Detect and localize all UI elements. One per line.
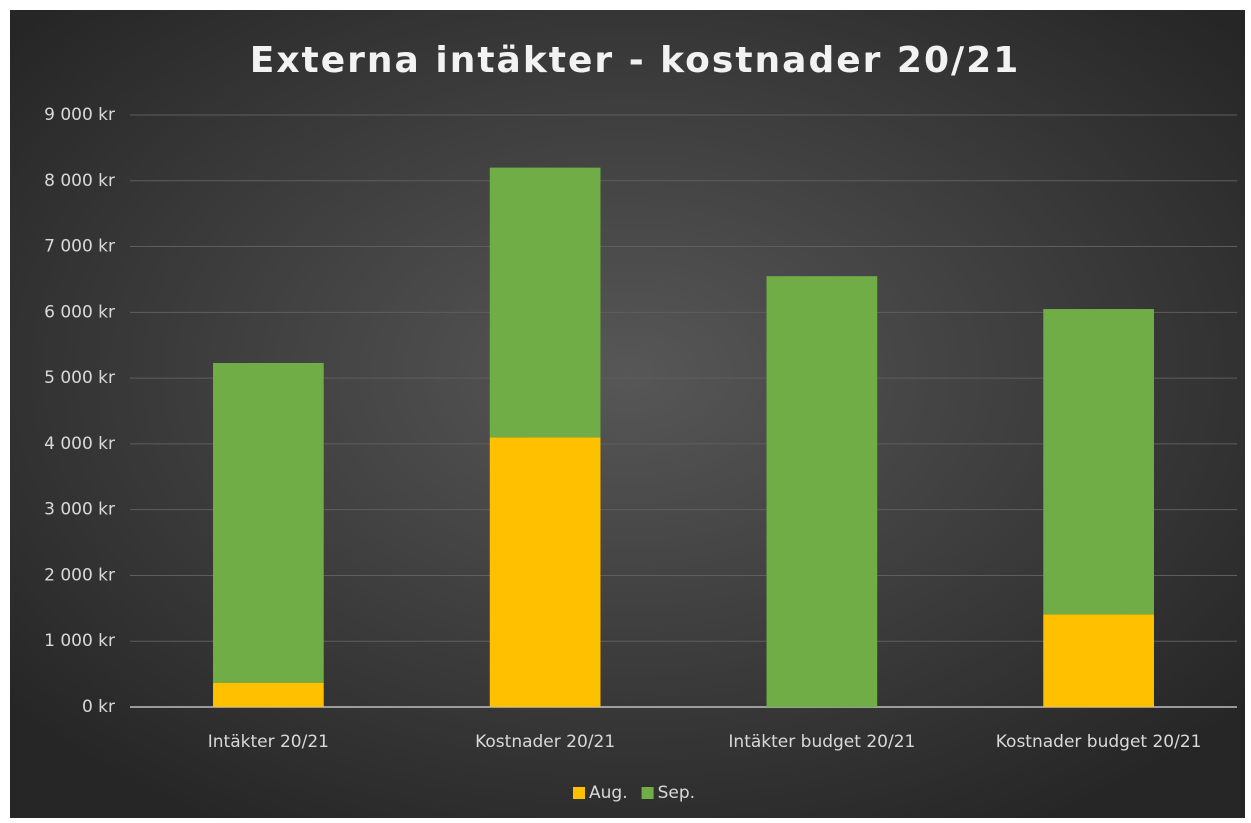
y-tick-label: 4 000 kr (44, 434, 115, 454)
x-tick-label: Intäkter 20/21 (208, 732, 329, 752)
y-tick-label: 5 000 kr (44, 368, 115, 388)
bar-segment (489, 437, 601, 707)
y-tick-label: 0 kr (82, 697, 115, 717)
y-tick-label: 6 000 kr (44, 302, 115, 322)
y-tick-label: 7 000 kr (44, 237, 115, 257)
chart-title: Externa intäkter - kostnader 20/21 (250, 40, 1021, 81)
legend-swatch (573, 787, 585, 799)
legend-label: Sep. (658, 783, 695, 803)
bar-segment (213, 682, 324, 707)
x-tick-label: Kostnader 20/21 (475, 732, 615, 752)
x-tick-label: Kostnader budget 20/21 (996, 732, 1202, 752)
bar-segment (213, 362, 324, 683)
y-tick-label: 8 000 kr (44, 171, 115, 191)
legend-label: Aug. (589, 783, 628, 803)
y-tick-label: 9 000 kr (44, 105, 115, 125)
bar-segment (766, 276, 878, 707)
bar-segment (489, 167, 601, 438)
x-tick-label: Intäkter budget 20/21 (728, 732, 915, 752)
bar-segment (1043, 614, 1154, 707)
legend-swatch (641, 787, 654, 799)
bar-segment (1043, 309, 1154, 615)
y-tick-label: 3 000 kr (44, 500, 115, 520)
y-tick-label: 1 000 kr (44, 631, 115, 651)
y-tick-label: 2 000 kr (44, 565, 115, 585)
